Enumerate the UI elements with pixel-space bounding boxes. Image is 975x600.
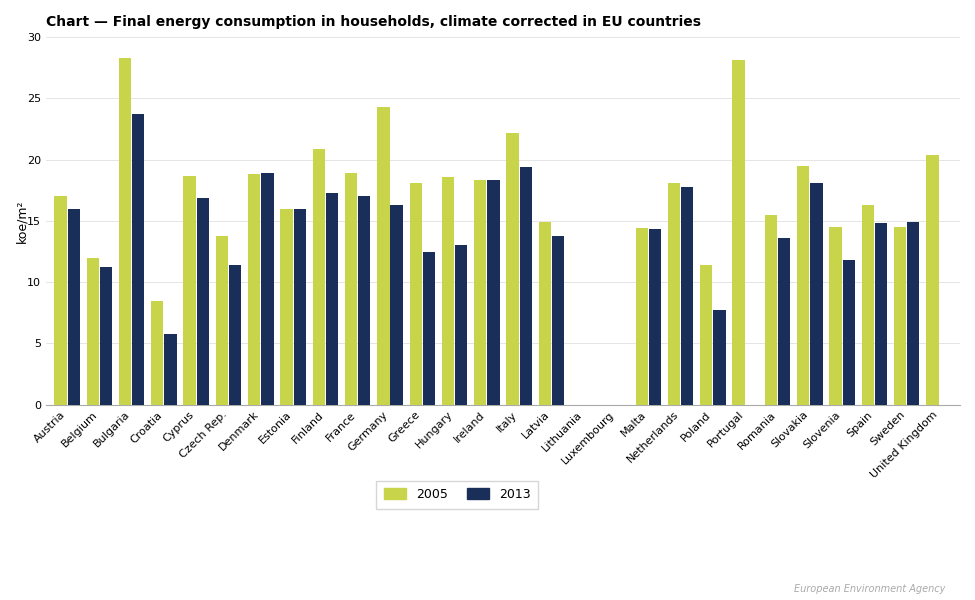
Bar <box>261 173 274 404</box>
Bar <box>894 227 906 404</box>
Bar <box>907 222 919 404</box>
Bar <box>926 155 939 404</box>
Bar <box>442 177 454 404</box>
Bar <box>842 260 855 404</box>
Bar <box>830 227 841 404</box>
Bar <box>764 215 777 404</box>
Bar <box>281 209 292 404</box>
Y-axis label: koe/m²: koe/m² <box>15 199 28 242</box>
Bar <box>132 114 144 404</box>
Bar <box>875 223 887 404</box>
Bar <box>648 229 661 404</box>
Bar <box>810 183 823 404</box>
Bar <box>67 209 80 404</box>
Bar <box>714 310 725 404</box>
Bar <box>474 181 487 404</box>
Bar <box>778 238 791 404</box>
Bar <box>229 265 241 404</box>
Bar <box>358 196 370 404</box>
Bar <box>99 268 112 404</box>
Bar <box>390 205 403 404</box>
Bar <box>539 222 551 404</box>
Bar <box>798 166 809 404</box>
Bar <box>183 176 196 404</box>
Bar <box>55 196 66 404</box>
Text: European Environment Agency: European Environment Agency <box>795 584 946 594</box>
Text: Chart — Final energy consumption in households, climate corrected in EU countrie: Chart — Final energy consumption in hous… <box>46 15 701 29</box>
Bar <box>165 334 176 404</box>
Bar <box>455 245 467 404</box>
Bar <box>636 228 647 404</box>
Bar <box>345 173 357 404</box>
Bar <box>197 197 209 404</box>
Bar <box>862 205 874 404</box>
Bar <box>552 236 565 404</box>
Bar <box>151 301 164 404</box>
Bar <box>293 209 306 404</box>
Bar <box>119 58 132 404</box>
Bar <box>423 251 435 404</box>
Bar <box>87 257 98 404</box>
Bar <box>732 61 745 404</box>
Bar <box>488 181 499 404</box>
Bar <box>248 175 260 404</box>
Bar <box>326 193 338 404</box>
Bar <box>506 133 519 404</box>
Bar <box>682 187 693 404</box>
Bar <box>520 167 532 404</box>
Bar <box>410 183 422 404</box>
Bar <box>313 149 325 404</box>
Legend: 2005, 2013: 2005, 2013 <box>376 481 538 509</box>
Bar <box>700 265 713 404</box>
Bar <box>215 236 228 404</box>
Bar <box>377 107 389 404</box>
Bar <box>668 183 681 404</box>
